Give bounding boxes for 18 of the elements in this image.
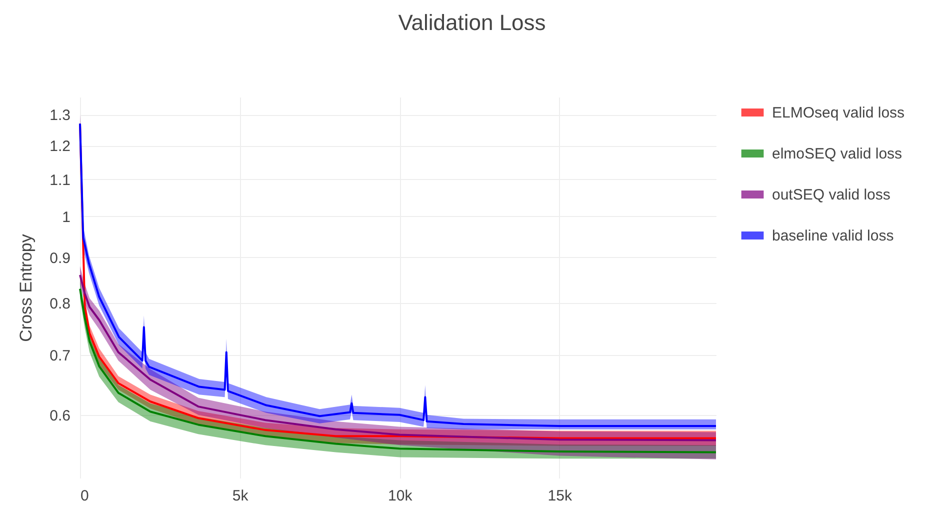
y-tick-label: 1 xyxy=(62,208,70,226)
x-tick-label: 10k xyxy=(388,488,413,504)
legend-label: elmoSEQ valid loss xyxy=(772,146,902,162)
y-tick-label: 1.1 xyxy=(50,172,70,189)
y-tick-label: 0.6 xyxy=(50,407,70,424)
legend-label: outSEQ valid loss xyxy=(772,186,890,204)
x-tick-label: 15k xyxy=(548,488,572,504)
legend-label: baseline valid loss xyxy=(772,228,894,244)
x-tick-label: 0 xyxy=(80,488,89,504)
chart-title: Validation Loss xyxy=(398,10,546,35)
y-tick-label: 0.9 xyxy=(50,250,70,267)
x-tick-label: 5k xyxy=(232,488,249,504)
y-axis-title: Cross Entropy xyxy=(16,234,36,342)
legend-label: ELMOseq valid loss xyxy=(772,104,905,122)
y-tick-label: 1.3 xyxy=(50,107,70,124)
y-tick-label: 0.8 xyxy=(50,296,70,313)
y-tick-label: 1.2 xyxy=(50,138,70,156)
y-tick-label: 0.7 xyxy=(50,347,70,364)
